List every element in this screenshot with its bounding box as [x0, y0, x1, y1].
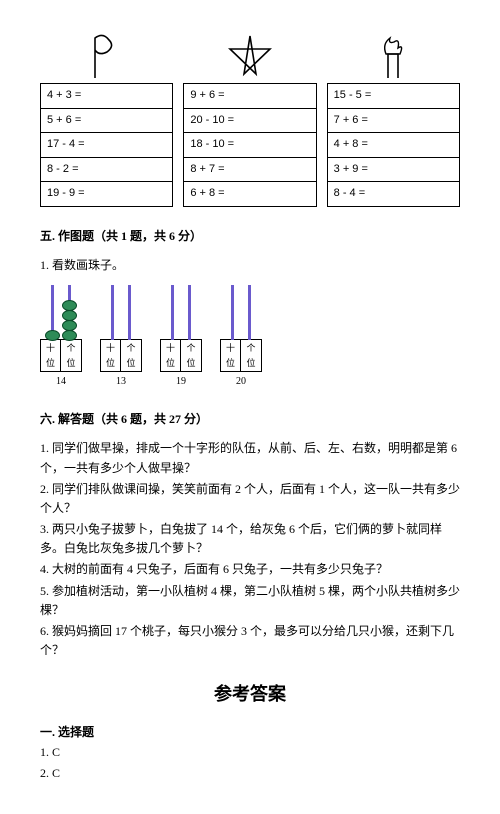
section6-list: 1. 同学们做早操，排成一个十字形的队伍，从前、后、左、右数，明明都是第 6 个… — [40, 439, 460, 660]
section5-heading: 五. 作图题（共 1 题，共 6 分） — [40, 227, 460, 246]
expr-cell: 9 + 6 = — [183, 83, 316, 109]
col-torch: 15 - 5 = 7 + 6 = 4 + 8 = 3 + 9 = 8 - 4 = — [327, 30, 460, 207]
expr-cell: 3 + 9 = — [327, 157, 460, 183]
answers-title: 参考答案 — [40, 680, 460, 709]
expr-cell: 7 + 6 = — [327, 108, 460, 134]
expr-cell: 8 + 7 = — [183, 157, 316, 183]
expr-cell: 4 + 3 = — [40, 83, 173, 109]
section5-q1: 1. 看数画珠子。 — [40, 256, 460, 275]
q-item: 3. 两只小兔子拔萝卜，白兔拔了 14 个，给灰兔 6 个后，它们俩的萝卜就同样… — [40, 520, 460, 558]
q-item: 4. 大树的前面有 4 只兔子，后面有 6 只兔子，一共有多少只兔子？ — [40, 560, 460, 579]
expr-cell: 17 - 4 = — [40, 132, 173, 158]
math-columns: 4 + 3 = 5 + 6 = 17 - 4 = 8 - 2 = 19 - 9 … — [40, 30, 460, 207]
star-icon — [227, 30, 273, 80]
expr-cell: 20 - 10 = — [183, 108, 316, 134]
q-item: 1. 同学们做早操，排成一个十字形的队伍，从前、后、左、右数，明明都是第 6 个… — [40, 439, 460, 477]
flag-icon — [89, 30, 125, 80]
expr-cell: 8 - 2 = — [40, 157, 173, 183]
abacus-item: 十位个位14 — [40, 285, 82, 390]
expr-cell: 5 + 6 = — [40, 108, 173, 134]
answer-item: 2. C — [40, 764, 460, 783]
abacus-row: 十位个位14 十位个位13 十位个位19 十位个位20 — [40, 285, 460, 390]
q-item: 2. 同学们排队做课间操，笑笑前面有 2 个人，后面有 1 个人，这一队一共有多… — [40, 480, 460, 518]
answers-section-label: 一. 选择题 — [40, 723, 460, 742]
col-flag: 4 + 3 = 5 + 6 = 17 - 4 = 8 - 2 = 19 - 9 … — [40, 30, 173, 207]
expr-cell: 19 - 9 = — [40, 181, 173, 207]
expr-cell: 18 - 10 = — [183, 132, 316, 158]
answer-item: 1. C — [40, 743, 460, 762]
expr-cell: 15 - 5 = — [327, 83, 460, 109]
expr-cell: 4 + 8 = — [327, 132, 460, 158]
abacus-item: 十位个位19 — [160, 285, 202, 390]
abacus-item: 十位个位20 — [220, 285, 262, 390]
answers-block: 一. 选择题 1. C 2. C — [40, 723, 460, 783]
section6-heading: 六. 解答题（共 6 题，共 27 分） — [40, 410, 460, 429]
q-item: 5. 参加植树活动，第一小队植树 4 棵，第二小队植树 5 棵，两个小队共植树多… — [40, 582, 460, 620]
abacus-item: 十位个位13 — [100, 285, 142, 390]
col-star: 9 + 6 = 20 - 10 = 18 - 10 = 8 + 7 = 6 + … — [183, 30, 316, 207]
q-item: 6. 猴妈妈摘回 17 个桃子，每只小猴分 3 个，最多可以分给几只小猴，还剩下… — [40, 622, 460, 660]
expr-cell: 8 - 4 = — [327, 181, 460, 207]
expr-cell: 6 + 8 = — [183, 181, 316, 207]
torch-icon — [376, 30, 410, 80]
